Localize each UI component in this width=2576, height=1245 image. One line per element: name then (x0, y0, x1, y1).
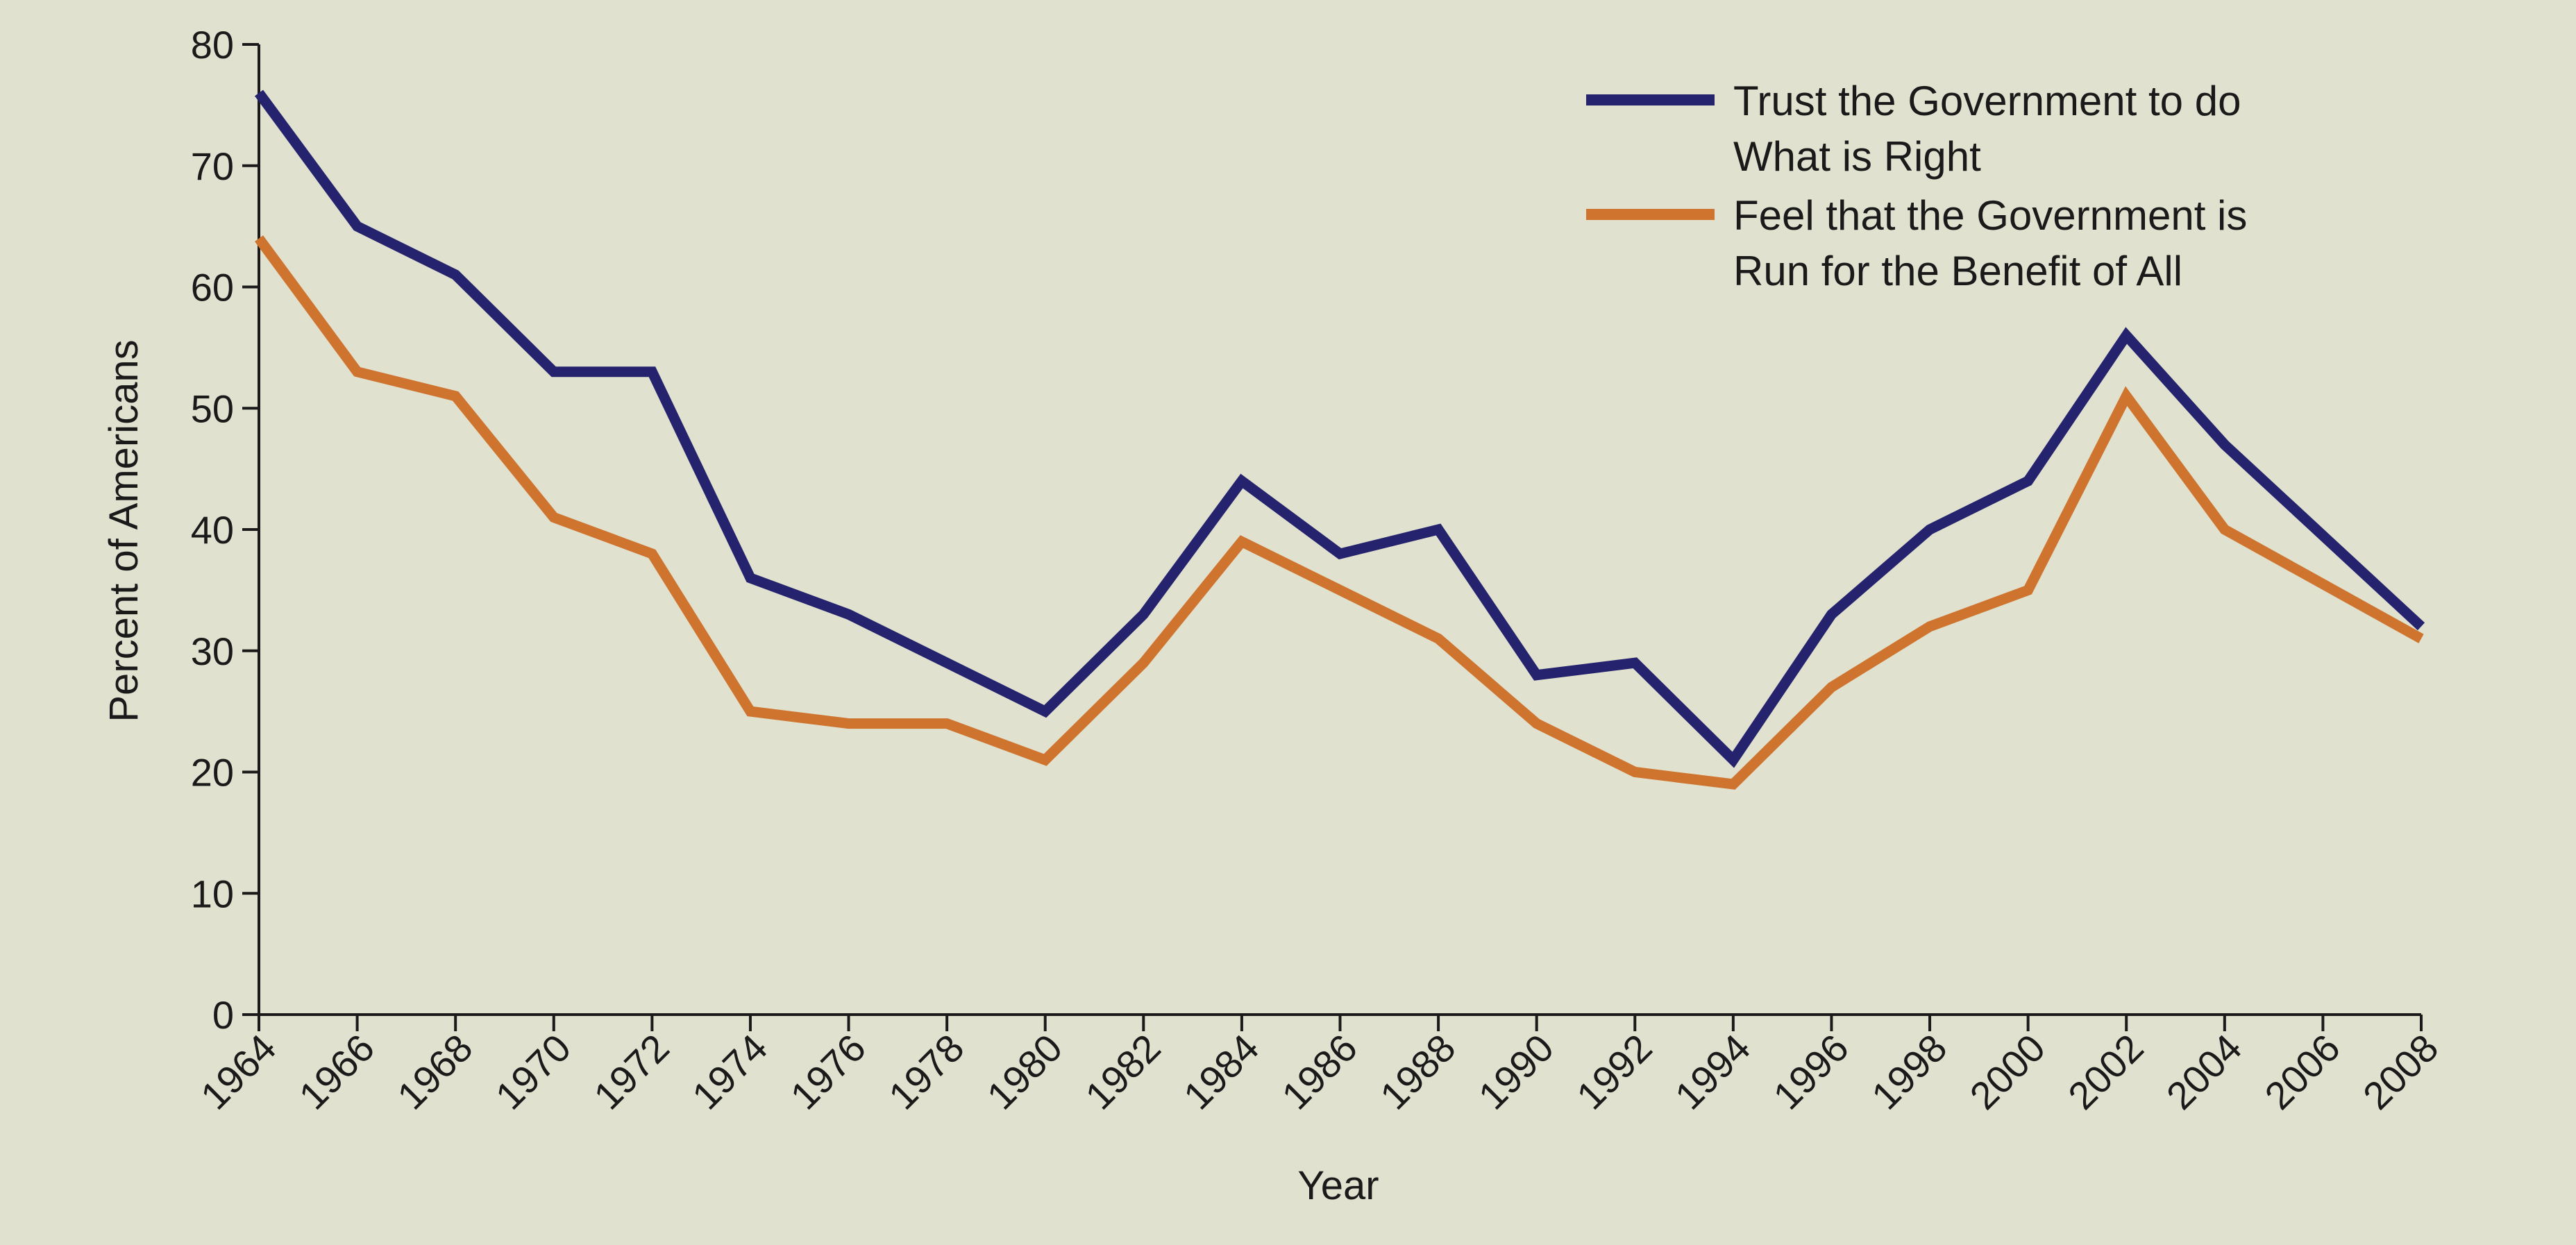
x-axis-title: Year (1297, 1163, 1379, 1208)
y-tick-label: 40 (191, 508, 234, 552)
y-tick-label: 60 (191, 266, 234, 310)
y-tick-label: 20 (191, 751, 234, 795)
y-tick-label: 80 (191, 23, 234, 67)
legend-label: Run for the Benefit of All (1733, 248, 2182, 294)
y-tick-label: 10 (191, 872, 234, 915)
y-tick-label: 0 (212, 993, 234, 1037)
y-tick-label: 30 (191, 629, 234, 673)
legend-label: Trust the Government to do (1733, 78, 2241, 124)
series-layer (254, 90, 2425, 790)
y-tick-label: 50 (191, 387, 234, 430)
y-tick-label: 70 (191, 144, 234, 188)
y-axis: 0 10 20 30 40 50 60 70 80 (191, 23, 260, 1037)
legend-label: What is Right (1733, 133, 1981, 180)
legend: Trust the Government to do What is Right F… (1586, 78, 2247, 294)
legend-label: Feel that the Government is (1733, 192, 2247, 239)
y-axis-title: Percent of Americans (101, 339, 146, 722)
